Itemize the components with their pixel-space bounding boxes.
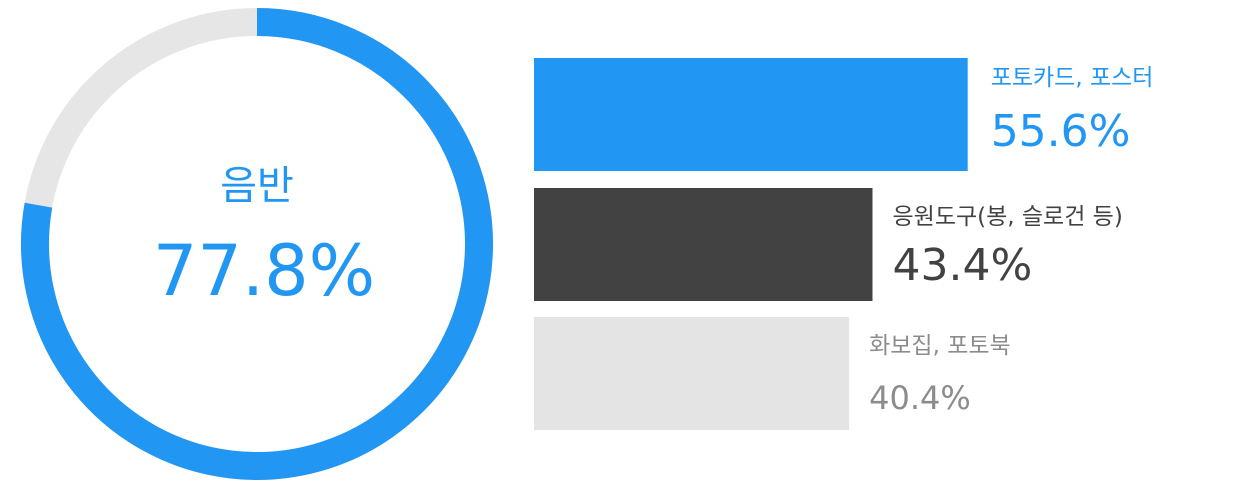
value-label-photocard-poster: 55.6% bbox=[991, 106, 1131, 157]
donut-arc bbox=[21, 8, 493, 480]
value-label-cheering-goods: 43.4% bbox=[893, 240, 1033, 291]
donut-label: 음반 bbox=[220, 163, 294, 209]
bar-photocard-poster bbox=[534, 58, 968, 171]
donut-chart: 음반 77.8% bbox=[21, 8, 493, 480]
value-label-photobook: 40.4% bbox=[869, 379, 971, 417]
category-label-cheering-goods: 응원도구(봉, 슬로건 등) bbox=[893, 204, 1123, 230]
category-label-photobook: 화보집, 포토북 bbox=[869, 333, 1011, 359]
bar-cheering-goods bbox=[534, 188, 873, 301]
category-label-photocard-poster: 포토카드, 포스터 bbox=[991, 65, 1154, 91]
donut-value: 77.8% bbox=[153, 230, 375, 312]
bar-photobook bbox=[534, 317, 850, 430]
bar-chart: 포토카드, 포스터 55.6% 응원도구(봉, 슬로건 등) 43.4% 화보집… bbox=[534, 58, 1153, 430]
